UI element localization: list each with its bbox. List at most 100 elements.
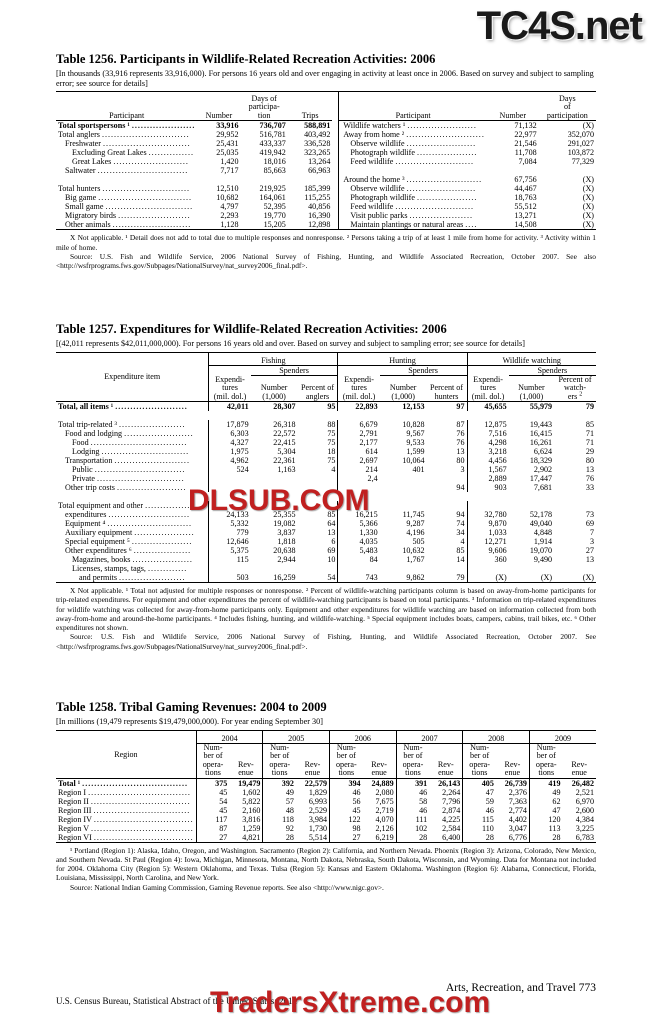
data-cell: 505: [412, 537, 425, 547]
data-cell: 47: [528, 805, 563, 815]
table-row: Great Lakes ......................... 1,4…: [56, 157, 596, 167]
col-region: Region: [56, 730, 197, 779]
data-cell: 69: [585, 519, 594, 529]
data-cell: 2,4: [337, 474, 380, 484]
data-cell: 2,600: [575, 805, 594, 815]
data-cell: 74: [456, 519, 465, 529]
data-cell: 185,399: [304, 184, 331, 194]
table-1258-headnote: [In millions (19,479 represents $19,479,…: [56, 717, 323, 726]
table-1257-group-header-row: Expenditure item Fishing Hunting Wildlif…: [56, 352, 596, 403]
table-1257-section: Table 1257. Expenditures for Wildlife-Re…: [56, 322, 596, 651]
data-cell: 614: [337, 447, 380, 457]
col-revenue-2004: Rev-enue: [229, 743, 263, 779]
data-cell: 743: [337, 573, 380, 583]
table-row: Region VI ..............................…: [56, 832, 596, 843]
data-cell: [427, 501, 467, 510]
data-cell: 22,572: [273, 429, 296, 439]
data-cell: 6,970: [575, 796, 594, 806]
row-label: expenditures ...........................: [65, 510, 191, 520]
data-cell: 27: [195, 832, 230, 843]
table-row: Total, all items ¹ .....................…: [56, 401, 596, 412]
data-cell: 1,259: [242, 823, 261, 833]
row-label: Visit public parks .....................: [338, 211, 487, 221]
data-cell: 2,902: [533, 465, 553, 475]
table-row: [56, 411, 596, 420]
group-wildlife-watching: Wildlife watching: [466, 352, 596, 366]
data-cell: 17,879: [208, 420, 251, 430]
year-2007: 2007: [395, 730, 463, 744]
row-label: Freshwater .............................: [65, 139, 191, 149]
data-cell: 57: [262, 796, 296, 806]
data-cell: 88: [327, 420, 336, 430]
data-cell: 67,756: [514, 175, 537, 185]
table-row: Excluding Great Lakes ............... 25,…: [56, 148, 596, 158]
col-operations-2008: Num-ber of opera-tions: [462, 743, 496, 779]
table-row: Total anglers ..........................…: [56, 130, 596, 140]
table-row: Licenses, stamps, tags, .............: [56, 564, 596, 574]
data-cell: [298, 501, 338, 510]
data-cell: 28,307: [273, 402, 296, 412]
data-cell: 40,856: [308, 202, 331, 212]
data-cell: 2,293: [220, 211, 239, 221]
data-cell: 1,567: [466, 465, 509, 475]
spacer: [338, 166, 596, 176]
year-2006: 2006: [329, 730, 397, 744]
table-row: Big game ...............................…: [56, 193, 596, 203]
row-label: Food and lodging .......................: [65, 429, 194, 439]
data-cell: 3,837: [277, 528, 296, 538]
row-label: Auxiliary equipment ....................: [65, 528, 195, 538]
table-row: Saltwater ..............................…: [56, 166, 596, 176]
col-hunting-percent: Percent of hunters: [426, 375, 467, 403]
data-cell: 84: [337, 555, 380, 565]
data-cell: 360: [466, 555, 509, 565]
table-row: Region V ...............................…: [56, 823, 596, 833]
table-row: Lodging ............................. 1,9…: [56, 447, 596, 457]
table-row: Around the home ³ ......................…: [56, 175, 596, 185]
data-cell: 3: [460, 465, 465, 475]
table-1257-footnotes: X Not applicable. ¹ Total not adjusted f…: [56, 586, 596, 633]
data-cell: [380, 474, 427, 483]
data-cell: 10,682: [216, 193, 239, 203]
col-expenditure-item: Expenditure item: [56, 352, 209, 403]
data-cell: 9,490: [533, 555, 553, 565]
data-cell: 10,632: [402, 546, 425, 556]
col-watching-expenditures: Expendi-tures (mil. dol.): [466, 375, 509, 403]
data-cell: 6,783: [575, 832, 594, 842]
data-cell: 19,770: [263, 211, 286, 221]
table-row: Food ................................ 4,3…: [56, 438, 596, 448]
data-cell: 15,205: [263, 220, 286, 230]
data-cell: 64: [327, 519, 336, 529]
col-operations-2004: Num-ber of opera-tions: [195, 743, 230, 779]
row-label: Wildlife watchers ¹ ....................…: [338, 120, 487, 131]
data-cell: 13: [327, 528, 336, 538]
table-row: Total trip-related ³ ...................…: [56, 420, 596, 430]
data-cell: 1,599: [406, 447, 425, 457]
data-cell: 6,776: [508, 832, 527, 842]
data-cell: 19,082: [273, 519, 296, 529]
data-cell: 27: [329, 832, 363, 843]
data-cell: 4,848: [533, 528, 553, 538]
data-cell: 122: [329, 814, 363, 824]
row-label: Region III .............................…: [58, 805, 191, 815]
data-cell: 52,395: [263, 202, 286, 212]
data-cell: 28: [528, 832, 563, 843]
data-cell: 54: [195, 796, 230, 806]
data-cell: 2,697: [337, 456, 380, 466]
year-2005: 2005: [262, 730, 330, 744]
data-cell: 46: [395, 805, 430, 815]
data-cell: 54: [327, 573, 336, 583]
data-cell: 7,516: [466, 429, 509, 439]
row-label: Observe wildlife .......................: [338, 139, 487, 149]
data-cell: 28: [395, 832, 430, 843]
data-cell: [251, 474, 298, 483]
data-cell: [380, 501, 427, 510]
data-cell: 1,829: [308, 787, 328, 797]
table-row: Region II ..............................…: [56, 796, 596, 806]
data-cell: 21,546: [514, 139, 537, 149]
data-cell: 115: [208, 555, 251, 565]
data-cell: 46: [329, 787, 363, 797]
data-cell: 4,225: [442, 814, 461, 824]
row-label: Feed wildlife ..........................: [338, 202, 487, 212]
table-row: Public .............................. 524…: [56, 465, 596, 475]
data-cell: 433,337: [259, 139, 286, 149]
